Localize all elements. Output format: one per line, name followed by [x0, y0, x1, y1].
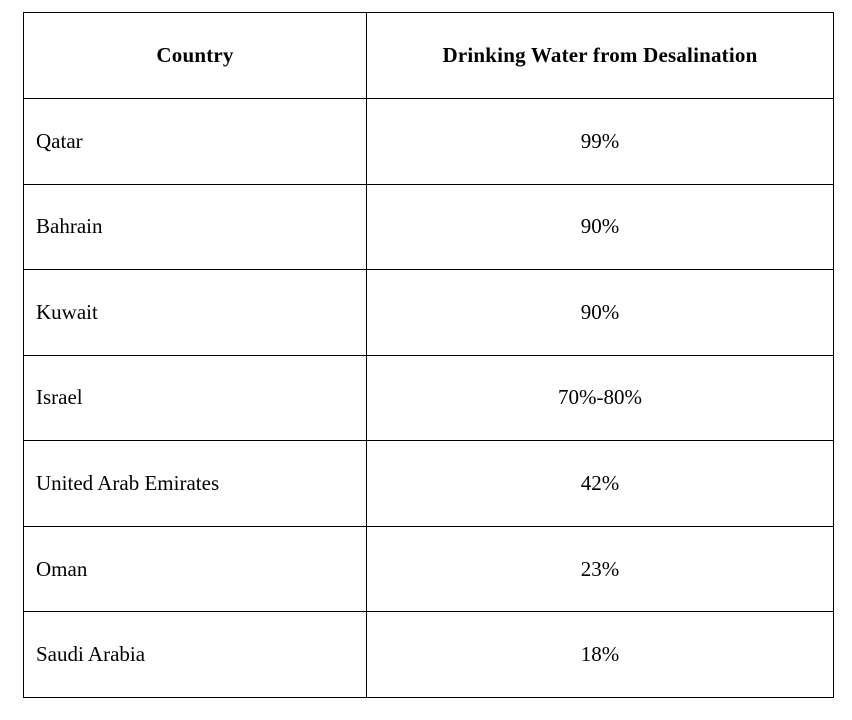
- table-row: Saudi Arabia 18%: [23, 611, 834, 698]
- header-country: Country: [23, 12, 367, 99]
- table-row: Israel 70%-80%: [23, 354, 834, 442]
- table-row: Oman 23%: [23, 525, 834, 613]
- value-cell: 18%: [366, 611, 834, 698]
- header-value: Drinking Water from Desalination: [366, 12, 834, 99]
- country-cell: Qatar: [23, 98, 367, 185]
- desalination-table: Country Drinking Water from Desalination…: [23, 12, 834, 698]
- desalination-table-container: Country Drinking Water from Desalination…: [23, 12, 834, 698]
- table-row: Qatar 99%: [23, 98, 834, 185]
- table-row: Bahrain 90%: [23, 183, 834, 271]
- value-cell: 42%: [366, 440, 834, 527]
- country-cell: Bahrain: [23, 183, 367, 271]
- value-cell: 70%-80%: [366, 354, 834, 442]
- value-cell: 90%: [366, 269, 834, 356]
- country-cell: Israel: [23, 354, 367, 442]
- country-cell: Kuwait: [23, 269, 367, 356]
- value-cell: 90%: [366, 183, 834, 271]
- country-cell: Oman: [23, 525, 367, 613]
- value-cell: 99%: [366, 98, 834, 185]
- table-row: Kuwait 90%: [23, 269, 834, 356]
- table-header-row: Country Drinking Water from Desalination: [23, 12, 834, 99]
- table-row: United Arab Emirates 42%: [23, 440, 834, 527]
- value-cell: 23%: [366, 525, 834, 613]
- country-cell: Saudi Arabia: [23, 611, 367, 698]
- country-cell: United Arab Emirates: [23, 440, 367, 527]
